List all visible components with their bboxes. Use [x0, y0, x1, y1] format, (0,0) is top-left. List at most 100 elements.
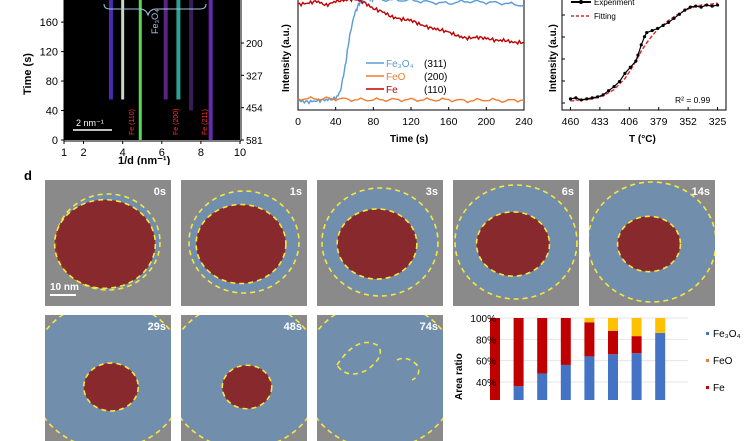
experiment-point	[645, 30, 649, 35]
panel-b-chart: 0 40 80 120 160 200 240 Fe₃O₄ (311) FeO (200) Fe (1…	[281, 0, 533, 145]
panel-d-y-label: Area ratio	[454, 353, 465, 400]
tem-image-29s: 29s	[45, 315, 171, 441]
core-boundary	[336, 208, 418, 280]
fe-core-region	[222, 365, 272, 409]
panel-b-plot-area	[297, 0, 525, 111]
panel-a-x-tick-label: 8	[198, 147, 204, 159]
shell-boundary	[321, 187, 439, 297]
tem-overlay	[53, 193, 161, 291]
panel-d-y-tick-label: 60%	[476, 357, 496, 368]
series-line-feo	[297, 95, 525, 104]
tem-time-label: 74s	[419, 321, 438, 333]
diffraction-band	[189, 0, 194, 111]
bar-segment-fe	[608, 330, 618, 355]
experiment-point	[612, 85, 616, 89]
core-boundary	[616, 215, 682, 273]
bar-segment-fe	[584, 322, 595, 357]
diffraction-band	[163, 0, 168, 100]
fe-core-region	[83, 363, 139, 411]
experiment-point	[694, 4, 698, 8]
panel-a-y-tick-label: 80	[46, 76, 58, 88]
experiment-point	[585, 97, 589, 101]
legend-label: Fe₃O₄	[713, 329, 741, 340]
tem-scale-bar: 10 nm	[50, 282, 79, 296]
panel-a-y-tick-label: 160	[40, 17, 58, 29]
r-squared-annotation: R² = 0.99	[675, 95, 710, 105]
bar-segment-feo	[584, 356, 595, 400]
panel-a-x-tick-label: 2	[80, 147, 86, 159]
fitting-curve	[570, 2, 718, 102]
tem-overlay	[321, 187, 439, 297]
panel-a-x-tick-label: 6	[159, 147, 165, 159]
experiment-point	[683, 8, 687, 12]
legend-label: FeO	[713, 356, 733, 367]
tem-image-6s: 6s	[453, 180, 579, 306]
panel-b-x-tick-label: 240	[515, 116, 533, 128]
tem-overlay	[317, 315, 443, 441]
panel-c-x-tick-label: 325	[709, 116, 727, 128]
legend-label: FeO	[386, 72, 406, 83]
experiment-point	[596, 95, 600, 99]
legend-label: Fe	[386, 85, 398, 96]
panel-a-right-tick-label: 454	[246, 104, 263, 115]
panel-d-y-tick-label: 40%	[476, 378, 496, 389]
bar-segment-fe	[631, 336, 642, 354]
bar-segment-feo	[560, 364, 571, 400]
panel-b-y-label: Intensity (a.u.)	[281, 24, 292, 92]
bar-segment-feo	[513, 386, 524, 400]
bar-segment-feo	[584, 318, 595, 323]
panel-b-x-tick-label: 0	[295, 116, 301, 128]
legend-label: Fe	[713, 383, 725, 394]
experiment-point	[568, 97, 573, 101]
shell-boundary	[454, 184, 578, 300]
panel-b-x-tick-label: 200	[478, 116, 496, 128]
fe-core-region	[337, 208, 417, 280]
panel-c-chart: 460 433 406 379 352 325 Experiment Fitting R²…	[548, 0, 727, 145]
experiment-point	[639, 43, 643, 47]
fe-core-region	[476, 211, 550, 277]
diffraction-band	[176, 0, 181, 100]
experiment-point	[579, 98, 583, 102]
legend-swatch	[706, 386, 709, 389]
bar-segment-fe	[537, 318, 548, 374]
panel-c-x-label: T (°C)	[629, 134, 656, 145]
fe-core-region	[54, 199, 156, 289]
panel-b-x-tick-label: 120	[402, 116, 420, 128]
legend-fitting-label: Fitting	[594, 12, 616, 21]
tem-overlay	[188, 190, 300, 294]
bar-segment-fe	[560, 318, 571, 365]
panel-a-x-tick-label: 10	[234, 147, 246, 159]
diffraction-band	[208, 0, 213, 140]
void-boundary	[336, 341, 420, 381]
experiment-point	[606, 89, 611, 93]
fe-core-region	[196, 204, 286, 284]
bar-segment-feo	[608, 318, 618, 331]
experiment-point	[715, 3, 720, 7]
experiment-point	[650, 28, 654, 33]
panel-a-scale-bar-label: 2 nm⁻¹	[76, 118, 104, 128]
fe-core-region	[617, 216, 681, 272]
series-line-fe	[297, 0, 525, 46]
legend-hkl: (110)	[424, 85, 447, 96]
bar-segment-feo	[655, 332, 666, 400]
tem-overlay	[181, 315, 307, 441]
experiment-point	[628, 65, 632, 69]
legend-hkl: (311)	[424, 59, 447, 70]
bar-segment-feo	[537, 373, 548, 400]
experiment-point	[677, 12, 682, 16]
panel-a-y-label: Time (s)	[22, 53, 34, 95]
bar-segment-fe	[513, 318, 524, 387]
tem-time-label: 3s	[425, 186, 438, 198]
diffraction-band	[138, 0, 142, 140]
tem-overlay	[589, 181, 715, 303]
experiment-point	[705, 3, 709, 7]
tem-image-74s: 74s	[317, 315, 443, 441]
tem-image-0s: 0s 10 nm	[45, 180, 171, 306]
bar-segment-feo	[608, 354, 618, 400]
experiment-point	[623, 71, 627, 75]
panel-c-plot-area	[561, 0, 727, 111]
bar-segment-fe	[490, 318, 500, 400]
tem-time-label: 1s	[289, 186, 302, 198]
experiment-point	[710, 4, 714, 8]
panel-a-y-tick-label: 40	[46, 106, 58, 118]
